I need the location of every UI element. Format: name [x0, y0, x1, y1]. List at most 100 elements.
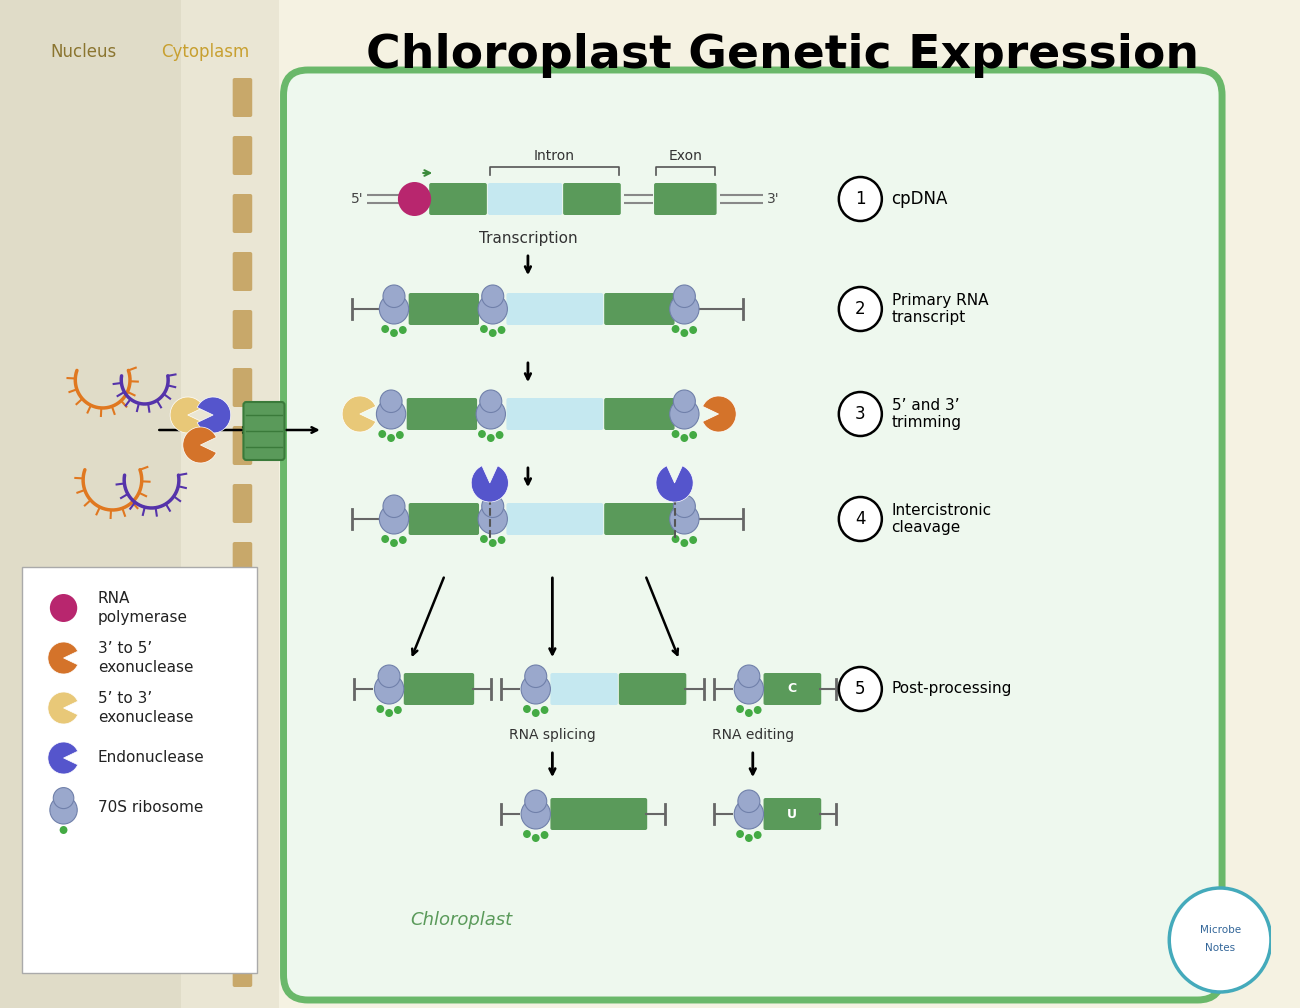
- FancyBboxPatch shape: [507, 293, 603, 325]
- Circle shape: [478, 504, 507, 534]
- FancyBboxPatch shape: [763, 798, 822, 830]
- FancyBboxPatch shape: [283, 70, 1222, 1000]
- FancyBboxPatch shape: [233, 832, 252, 871]
- Text: 5': 5': [351, 192, 364, 206]
- Wedge shape: [471, 466, 508, 502]
- Wedge shape: [48, 642, 78, 674]
- Text: cpDNA: cpDNA: [892, 190, 948, 208]
- Circle shape: [673, 495, 696, 517]
- FancyBboxPatch shape: [654, 183, 716, 215]
- Text: 3’ to 5’
exonuclease: 3’ to 5’ exonuclease: [98, 641, 194, 674]
- Text: 4: 4: [855, 510, 866, 528]
- Circle shape: [745, 709, 753, 717]
- Circle shape: [523, 830, 530, 838]
- Text: 3': 3': [767, 192, 779, 206]
- Text: Cytoplasm: Cytoplasm: [161, 43, 250, 61]
- Circle shape: [680, 539, 688, 547]
- FancyBboxPatch shape: [22, 566, 257, 973]
- Circle shape: [738, 665, 760, 687]
- Circle shape: [489, 539, 497, 547]
- Circle shape: [521, 799, 550, 829]
- Circle shape: [385, 709, 393, 717]
- Text: Microbe: Microbe: [1200, 925, 1240, 935]
- Circle shape: [380, 504, 408, 534]
- Circle shape: [734, 799, 763, 829]
- Circle shape: [670, 504, 699, 534]
- Circle shape: [541, 831, 549, 839]
- Circle shape: [495, 431, 503, 439]
- Text: Post-processing: Post-processing: [892, 681, 1011, 697]
- Wedge shape: [342, 396, 376, 432]
- FancyBboxPatch shape: [233, 78, 252, 117]
- FancyBboxPatch shape: [404, 673, 474, 705]
- Text: Chloroplast Genetic Expression: Chloroplast Genetic Expression: [365, 32, 1199, 78]
- Circle shape: [488, 434, 495, 442]
- FancyBboxPatch shape: [233, 426, 252, 465]
- Wedge shape: [702, 396, 736, 432]
- Circle shape: [380, 294, 408, 324]
- Wedge shape: [48, 692, 78, 724]
- Circle shape: [387, 434, 395, 442]
- FancyBboxPatch shape: [233, 948, 252, 987]
- Circle shape: [378, 665, 400, 687]
- Circle shape: [377, 399, 406, 429]
- Circle shape: [394, 706, 402, 714]
- Text: C: C: [788, 682, 797, 696]
- FancyBboxPatch shape: [507, 398, 603, 430]
- Circle shape: [673, 390, 696, 412]
- Wedge shape: [48, 742, 78, 774]
- Circle shape: [384, 285, 406, 307]
- Text: Endonuclease: Endonuclease: [98, 751, 204, 765]
- Circle shape: [745, 834, 753, 842]
- Circle shape: [532, 834, 539, 842]
- FancyBboxPatch shape: [233, 658, 252, 697]
- Circle shape: [60, 826, 68, 834]
- Circle shape: [482, 495, 503, 517]
- FancyBboxPatch shape: [233, 194, 252, 233]
- Circle shape: [689, 536, 697, 544]
- Circle shape: [390, 329, 398, 337]
- FancyBboxPatch shape: [604, 398, 675, 430]
- Circle shape: [532, 709, 539, 717]
- Circle shape: [525, 790, 547, 812]
- Text: 70S ribosome: 70S ribosome: [98, 800, 203, 815]
- Wedge shape: [183, 427, 216, 463]
- FancyBboxPatch shape: [233, 774, 252, 813]
- Text: Intron: Intron: [534, 149, 575, 163]
- Circle shape: [478, 294, 507, 324]
- Wedge shape: [198, 397, 230, 433]
- Text: U: U: [786, 807, 797, 821]
- Circle shape: [53, 787, 74, 808]
- Text: Intercistronic
cleavage: Intercistronic cleavage: [892, 503, 992, 535]
- Circle shape: [480, 390, 502, 412]
- Circle shape: [734, 674, 763, 704]
- FancyBboxPatch shape: [604, 293, 675, 325]
- Circle shape: [838, 497, 881, 541]
- Circle shape: [521, 674, 550, 704]
- Circle shape: [838, 667, 881, 711]
- Circle shape: [689, 326, 697, 334]
- Circle shape: [1169, 888, 1271, 992]
- Wedge shape: [656, 466, 693, 502]
- Text: Exon: Exon: [668, 149, 702, 163]
- Circle shape: [390, 539, 398, 547]
- Circle shape: [736, 705, 744, 713]
- Text: Transcription: Transcription: [478, 231, 577, 246]
- Circle shape: [396, 431, 404, 439]
- Circle shape: [838, 392, 881, 436]
- Circle shape: [672, 325, 680, 333]
- Circle shape: [670, 294, 699, 324]
- Text: RNA editing: RNA editing: [711, 728, 794, 742]
- Circle shape: [378, 430, 386, 438]
- FancyBboxPatch shape: [408, 293, 478, 325]
- Circle shape: [374, 674, 404, 704]
- Circle shape: [49, 594, 77, 622]
- FancyBboxPatch shape: [429, 183, 488, 215]
- Circle shape: [523, 705, 530, 713]
- Circle shape: [498, 536, 506, 544]
- FancyBboxPatch shape: [233, 252, 252, 291]
- Text: RNA splicing: RNA splicing: [510, 728, 595, 742]
- FancyBboxPatch shape: [243, 402, 285, 460]
- Circle shape: [377, 705, 385, 713]
- Circle shape: [399, 536, 407, 544]
